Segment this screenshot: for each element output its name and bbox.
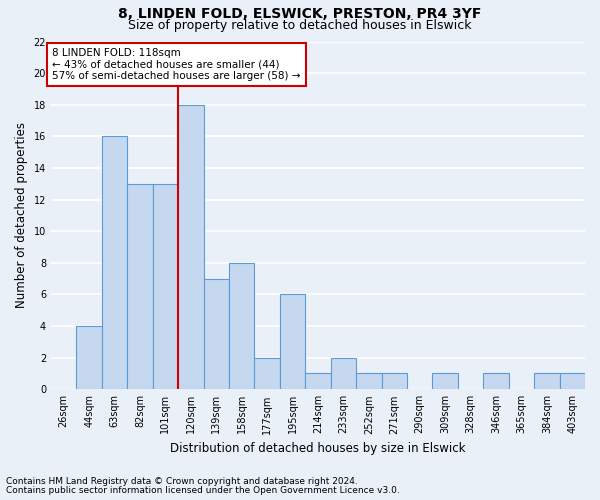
Bar [382, 374, 407, 390]
Bar [203, 278, 229, 390]
Bar [102, 136, 127, 390]
Bar [178, 104, 203, 390]
Bar [331, 358, 356, 390]
X-axis label: Distribution of detached houses by size in Elswick: Distribution of detached houses by size … [170, 442, 466, 455]
Bar [483, 374, 509, 390]
Text: Contains HM Land Registry data © Crown copyright and database right 2024.: Contains HM Land Registry data © Crown c… [6, 477, 358, 486]
Text: 8 LINDEN FOLD: 118sqm
← 43% of detached houses are smaller (44)
57% of semi-deta: 8 LINDEN FOLD: 118sqm ← 43% of detached … [52, 48, 301, 81]
Bar [127, 184, 152, 390]
Text: 8, LINDEN FOLD, ELSWICK, PRESTON, PR4 3YF: 8, LINDEN FOLD, ELSWICK, PRESTON, PR4 3Y… [118, 8, 482, 22]
Text: Contains public sector information licensed under the Open Government Licence v3: Contains public sector information licen… [6, 486, 400, 495]
Bar [76, 326, 102, 390]
Bar [433, 374, 458, 390]
Bar [305, 374, 331, 390]
Bar [534, 374, 560, 390]
Bar [229, 263, 254, 390]
Bar [254, 358, 280, 390]
Bar [152, 184, 178, 390]
Y-axis label: Number of detached properties: Number of detached properties [15, 122, 28, 308]
Text: Size of property relative to detached houses in Elswick: Size of property relative to detached ho… [128, 19, 472, 32]
Bar [280, 294, 305, 390]
Bar [560, 374, 585, 390]
Bar [356, 374, 382, 390]
